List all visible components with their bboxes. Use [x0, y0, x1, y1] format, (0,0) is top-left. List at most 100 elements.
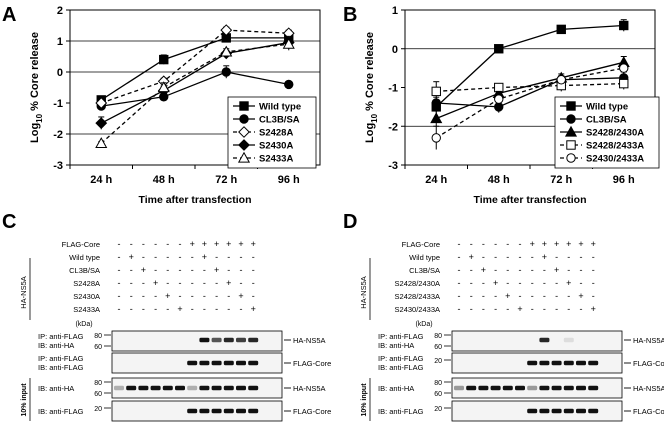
sign: -	[240, 252, 243, 262]
legend-label: S2428/2430A	[586, 128, 644, 139]
sign: -	[494, 239, 497, 249]
sign: -	[543, 304, 546, 314]
legend-label: S2428/2433A	[586, 141, 644, 152]
legend-marker	[238, 139, 250, 151]
sign: -	[215, 291, 218, 301]
kda-label: (kDa)	[415, 321, 432, 328]
sign: +	[214, 265, 219, 275]
band-label: FLAG-Core	[293, 359, 331, 368]
band	[248, 360, 259, 366]
x-tick-label: 72 h	[215, 174, 237, 186]
series-line	[100, 43, 289, 144]
data-point	[494, 94, 504, 104]
band-label: HA-NS5A	[633, 336, 664, 345]
data-point	[619, 63, 629, 73]
band	[539, 337, 550, 343]
sign: -	[567, 265, 570, 275]
y-axis-label: Log10 % Core release	[29, 32, 44, 143]
ib-label: IB: anti-HA	[378, 384, 414, 393]
band	[199, 360, 210, 366]
sign: -	[506, 252, 509, 262]
band	[211, 337, 222, 343]
row-label: S2428/2433A	[395, 292, 440, 301]
sign: +	[226, 278, 231, 288]
mw-marker: 80	[434, 333, 442, 340]
sign: -	[179, 265, 182, 275]
sign: -	[494, 304, 497, 314]
band	[211, 385, 222, 391]
band	[527, 408, 538, 414]
sign: -	[555, 291, 558, 301]
mw-marker: 80	[434, 380, 442, 387]
band	[551, 360, 562, 366]
series-line	[435, 24, 624, 108]
ib-label: IB: anti-HA	[378, 341, 414, 350]
sign: -	[592, 278, 595, 288]
sign: -	[166, 252, 169, 262]
sign: -	[555, 304, 558, 314]
sign: -	[458, 304, 461, 314]
x-axis-label: Time after transfection	[138, 194, 251, 206]
sign: -	[519, 239, 522, 249]
sign: -	[470, 291, 473, 301]
sign: +	[226, 239, 231, 249]
sign: +	[578, 239, 583, 249]
sign: +	[505, 291, 510, 301]
group-label: HA-NS5A	[359, 276, 368, 309]
sign: +	[190, 239, 195, 249]
data-point	[157, 81, 170, 93]
sign: -	[506, 304, 509, 314]
band	[236, 360, 246, 366]
sign: -	[543, 291, 546, 301]
mw-marker: 60	[94, 391, 102, 398]
sign: -	[118, 291, 121, 301]
sign: -	[494, 252, 497, 262]
sign: -	[458, 278, 461, 288]
data-point	[431, 133, 441, 143]
band	[211, 408, 222, 414]
band	[199, 408, 210, 414]
band	[199, 385, 210, 391]
y-tick-label: -2	[388, 121, 398, 133]
x-tick-label: 72 h	[550, 174, 572, 186]
sign: +	[165, 291, 170, 301]
sign: -	[580, 252, 583, 262]
sign: -	[592, 252, 595, 262]
x-tick-label: 24 h	[90, 174, 112, 186]
y-tick-label: -1	[53, 98, 63, 110]
band	[199, 337, 210, 343]
sign: -	[531, 252, 534, 262]
band-label: HA-NS5A	[293, 384, 326, 393]
band	[466, 385, 477, 391]
band	[490, 385, 501, 391]
series-line	[101, 71, 289, 107]
ip-label: IP: anti-FLAG	[38, 332, 84, 341]
series-line	[435, 67, 624, 139]
band	[162, 385, 173, 391]
gel-frame	[451, 330, 623, 352]
sign: -	[203, 304, 206, 314]
legend-marker	[566, 140, 576, 150]
sign: -	[215, 278, 218, 288]
band	[236, 337, 246, 343]
data-point	[220, 24, 233, 37]
sign: +	[141, 265, 146, 275]
sign: -	[580, 265, 583, 275]
sign: -	[203, 291, 206, 301]
series-line	[436, 77, 624, 108]
sign: +	[238, 239, 243, 249]
band	[150, 385, 161, 391]
band-label: HA-NS5A	[293, 336, 326, 345]
legend-marker	[566, 101, 576, 111]
legend-label: CL3B/SA	[586, 115, 627, 126]
sign: -	[519, 252, 522, 262]
row-label: Wild type	[409, 253, 440, 262]
sign: +	[214, 239, 219, 249]
sign: -	[118, 278, 121, 288]
sign: -	[191, 252, 194, 262]
row-label: Wild type	[69, 253, 100, 262]
sign: -	[567, 291, 570, 301]
sign: -	[252, 252, 255, 262]
ip-label: IP: anti-FLAG	[38, 354, 84, 363]
